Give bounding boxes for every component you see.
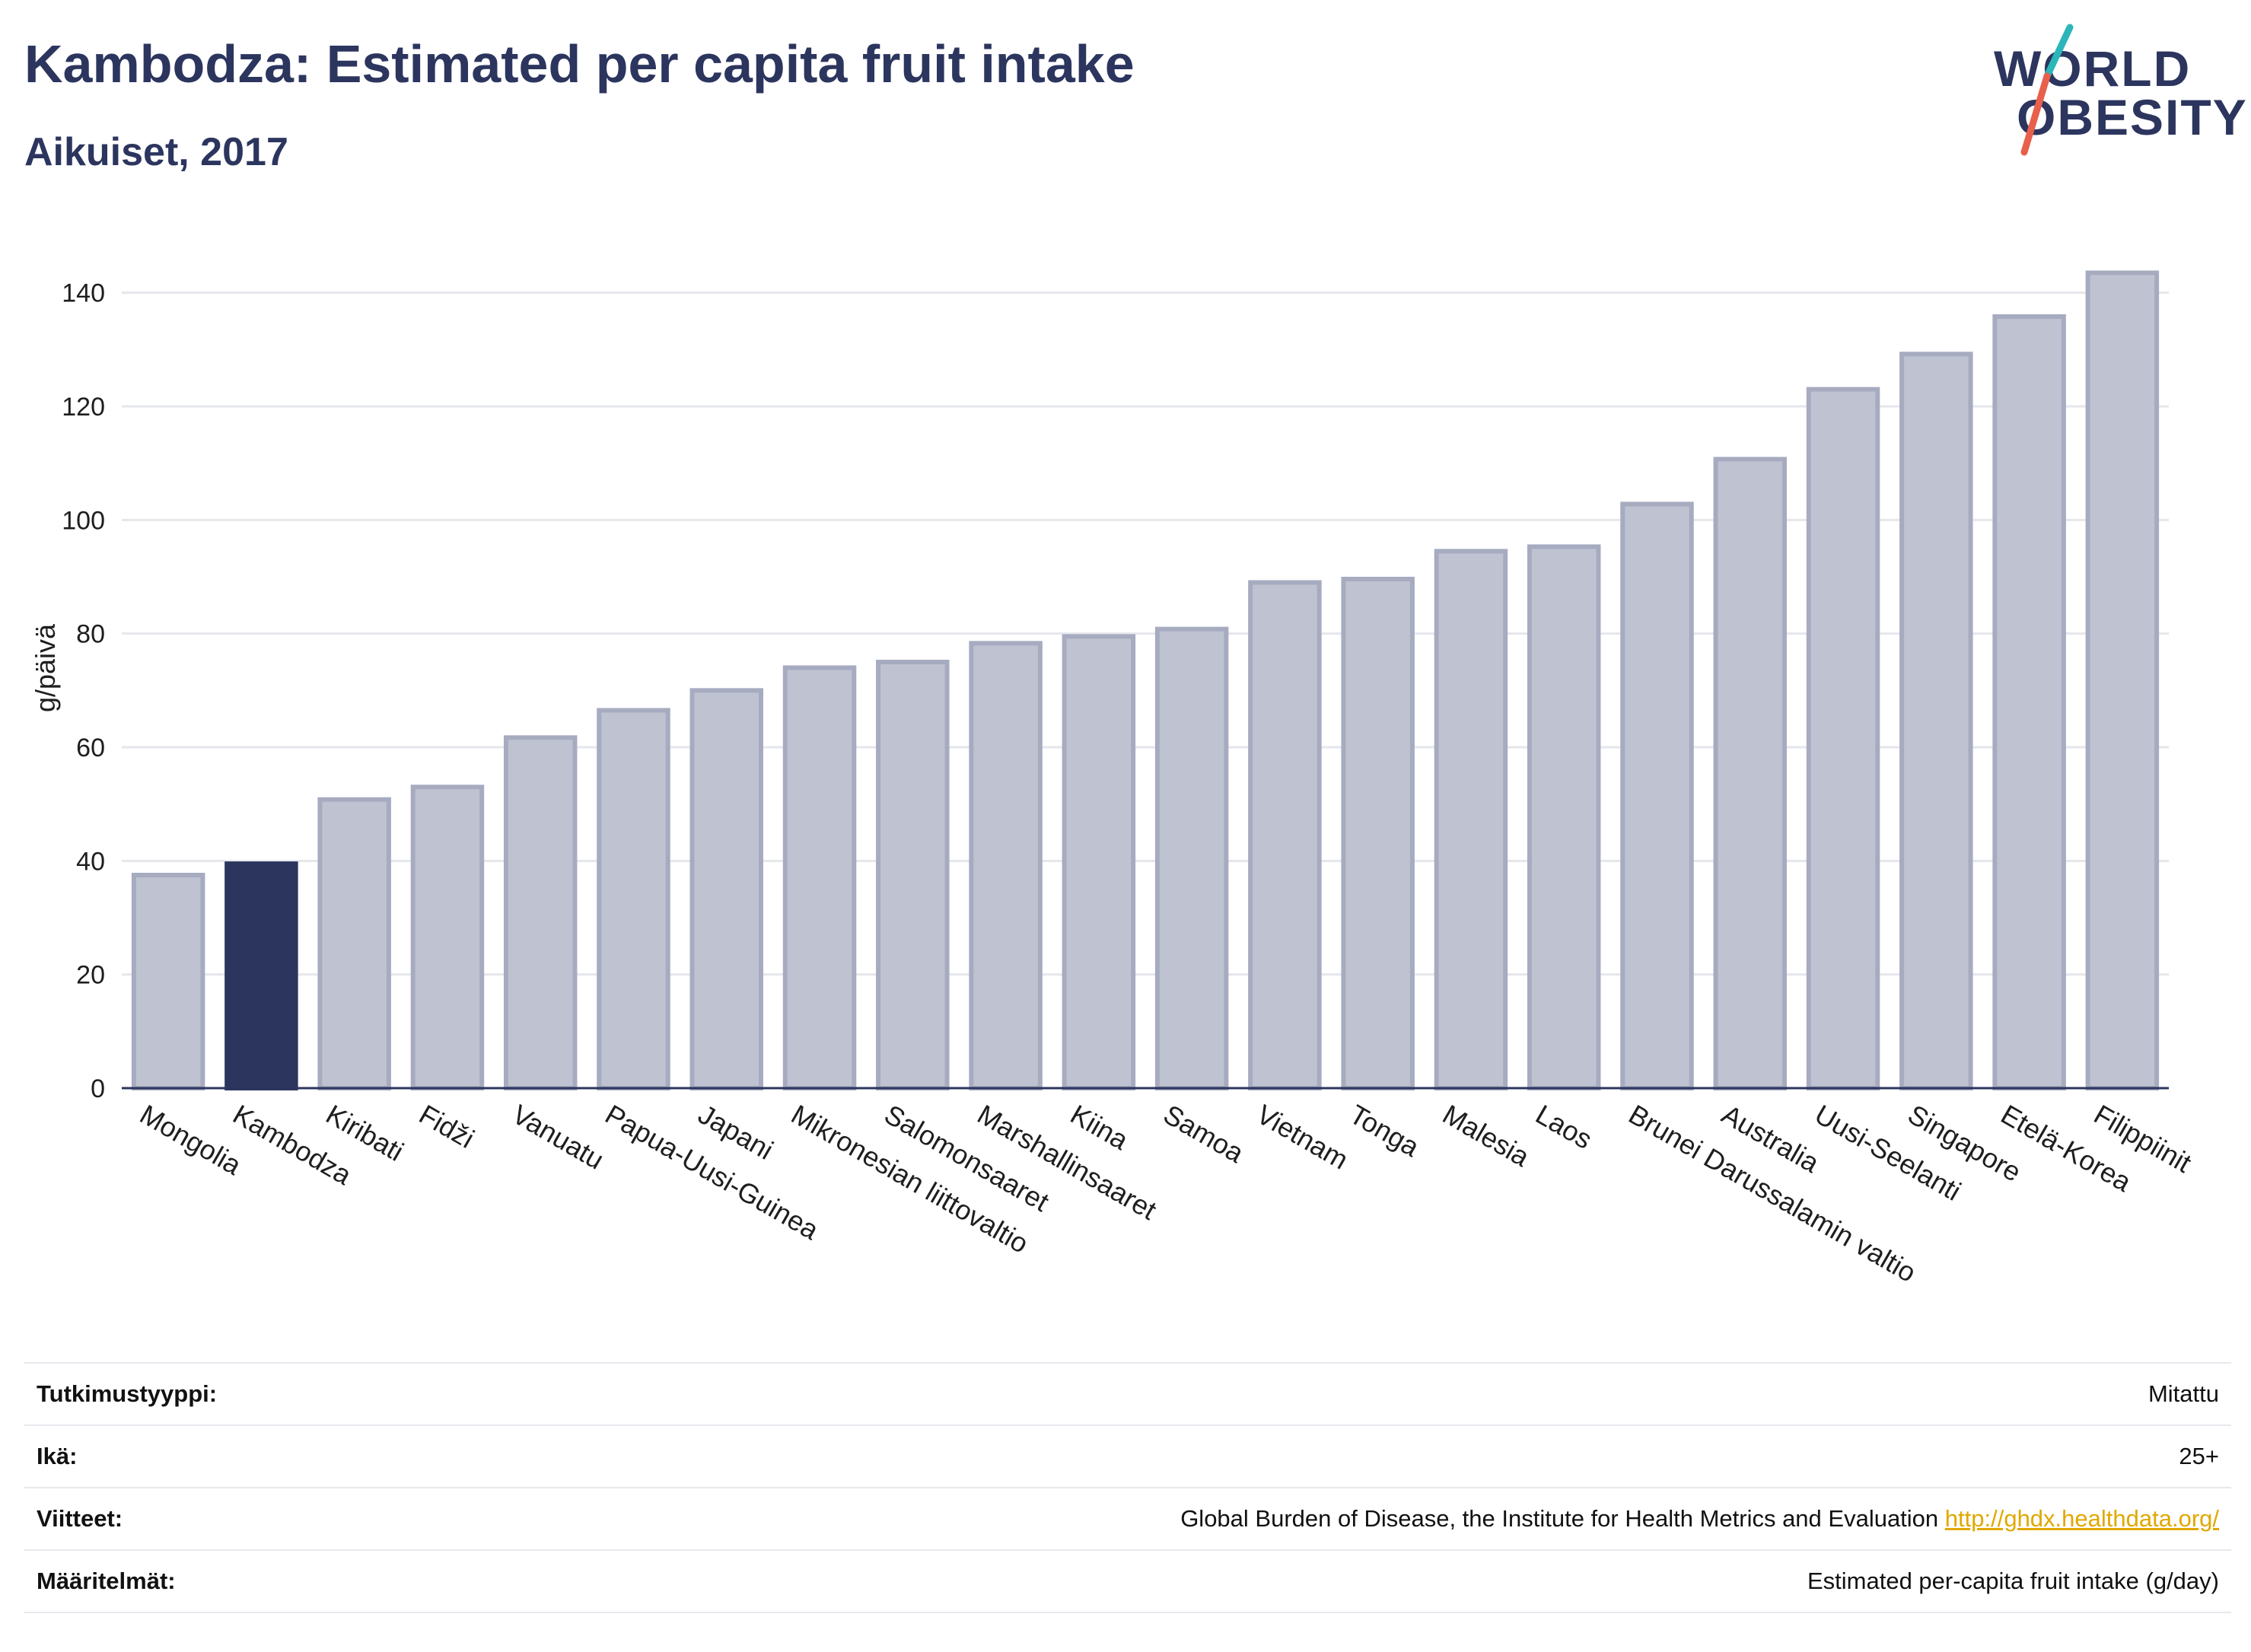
bar-papua-uusi-guinea <box>597 708 670 1090</box>
bar-samoa <box>1154 626 1229 1090</box>
x-tick-label: Fidži <box>414 1098 479 1154</box>
chart-title: Kambodza: Estimated per capita fruit int… <box>24 34 1135 94</box>
y-tick-label: 60 <box>76 734 105 762</box>
info-label: Tutkimustyyppi: <box>37 1380 218 1407</box>
bar-filippiinit <box>2085 270 2160 1091</box>
bar-uusi-seelanti <box>1806 387 1880 1091</box>
bar-etelä-korea <box>1992 314 2066 1090</box>
bar-chart: 020406080100120140g/päiväMongoliaKambodz… <box>30 270 2197 1288</box>
bar-brunei-darussalamin-valtio <box>1620 501 1694 1090</box>
info-row-study-type: Tutkimustyyppi: Mitattu <box>24 1364 2231 1426</box>
bar-vietnam <box>1248 580 1322 1090</box>
bar-japani <box>689 688 764 1090</box>
bar-mikronesian-liittovaltio <box>782 665 857 1090</box>
info-value: Estimated per-capita fruit intake (g/day… <box>1807 1568 2219 1594</box>
bar-mongolia <box>131 873 205 1090</box>
info-label: Määritelmät: <box>37 1568 176 1594</box>
x-tick-label: Tonga <box>1345 1098 1425 1163</box>
x-tick-label: Vietnam <box>1251 1098 1353 1175</box>
info-row-references: Viitteet: Global Burden of Disease, the … <box>24 1488 2231 1551</box>
x-tick-label: Kiina <box>1065 1098 1135 1156</box>
y-tick-label: 140 <box>62 279 105 308</box>
x-tick-label: Vanuatu <box>507 1098 609 1175</box>
y-tick-label: 120 <box>62 393 105 422</box>
info-row-age: Ikä: 25+ <box>24 1426 2231 1488</box>
info-value: Global Burden of Disease, the Institute … <box>1180 1505 2219 1533</box>
reference-link[interactable]: http://ghdx.healthdata.org/ <box>1944 1505 2219 1532</box>
x-tick-label: Samoa <box>1158 1098 1250 1169</box>
bar-tonga <box>1341 576 1415 1090</box>
info-row-definitions: Määritelmät: Estimated per-capita fruit … <box>24 1551 2231 1613</box>
y-tick-label: 80 <box>76 620 105 649</box>
info-label: Viitteet: <box>37 1505 123 1532</box>
bar-kambodza <box>224 861 298 1090</box>
info-table: Tutkimustyyppi: Mitattu Ikä: 25+ Viittee… <box>24 1362 2231 1613</box>
logo-line1: WORLD <box>1994 40 2192 97</box>
x-tick-label: Laos <box>1530 1098 1597 1155</box>
bar-vanuatu <box>503 735 578 1090</box>
bar-salomonsaaret <box>876 660 950 1090</box>
bar-fid-i <box>410 785 485 1090</box>
bar-laos <box>1527 544 1601 1090</box>
y-tick-label: 0 <box>91 1074 105 1103</box>
bar-australia <box>1713 457 1788 1090</box>
info-value: Mitattu <box>2148 1380 2219 1407</box>
info-label: Ikä: <box>37 1443 78 1469</box>
x-tick-label: Mongolia <box>135 1098 247 1181</box>
bar-kiina <box>1062 634 1136 1090</box>
chart-subtitle: Aikuiset, 2017 <box>24 130 288 174</box>
bar-singapore <box>1899 352 1973 1091</box>
reference-text: Global Burden of Disease, the Institute … <box>1180 1505 1945 1532</box>
logo-line2: OBESITY <box>2017 89 2248 145</box>
bar-kiribati <box>317 797 391 1091</box>
info-value: 25+ <box>2179 1443 2219 1469</box>
logo-slash-icon <box>2020 24 2074 156</box>
y-axis-label: g/päivä <box>30 623 61 712</box>
bar-marshallinsaaret <box>969 641 1043 1090</box>
y-tick-label: 40 <box>76 847 105 876</box>
y-tick-label: 100 <box>62 506 105 535</box>
y-tick-label: 20 <box>76 961 105 990</box>
bar-malesia <box>1434 549 1508 1090</box>
x-tick-label: Malesia <box>1438 1098 1536 1173</box>
world-obesity-logo: WORLD OBESITY <box>1986 23 2246 160</box>
